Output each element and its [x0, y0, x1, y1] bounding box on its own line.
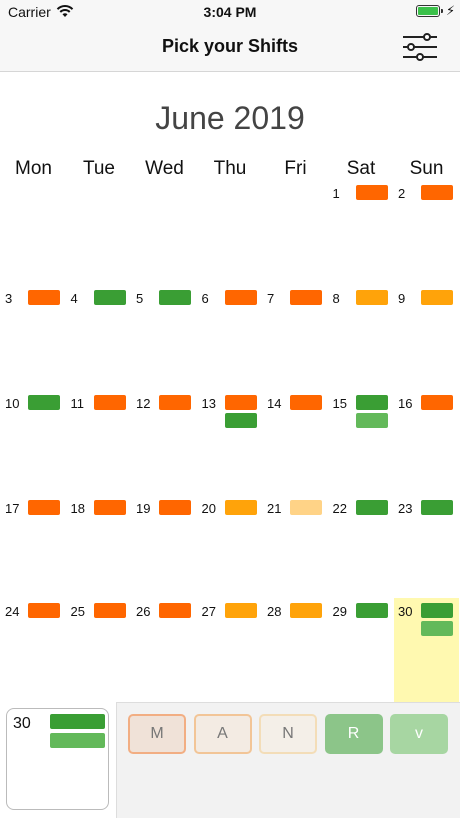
shift-badge-green[interactable] — [28, 395, 60, 410]
shift-badge-green[interactable] — [355, 603, 388, 618]
page-title: Pick your Shifts — [161, 36, 299, 56]
day-number[interactable]: 19 — [136, 501, 151, 516]
carrier-label: Carrier — [8, 4, 51, 20]
day-number[interactable]: 24 — [5, 604, 20, 619]
day-number[interactable]: 20 — [201, 501, 216, 516]
shift-badge-lightgreen[interactable] — [421, 621, 453, 636]
shift-badge-amber[interactable] — [421, 290, 453, 305]
day-number[interactable]: 8 — [332, 291, 340, 306]
shift-type-button-a[interactable]: A — [193, 714, 252, 754]
shift-type-button-r[interactable]: R — [324, 714, 383, 754]
month-title: June 2019 — [155, 100, 305, 136]
detail-shift-green — [50, 714, 105, 729]
shift-badge-orange[interactable] — [421, 185, 453, 200]
shift-badge-orange[interactable] — [28, 290, 60, 305]
day-number[interactable]: 17 — [5, 501, 20, 516]
day-number[interactable]: 1 — [332, 186, 340, 201]
shift-badge-green[interactable] — [159, 290, 191, 305]
status-bar: Carrier 3:04 PM ⚡ — [0, 0, 460, 24]
day-number[interactable]: 9 — [398, 291, 406, 306]
clock: 3:04 PM — [203, 4, 257, 20]
navigation-bar: Pick your Shifts — [0, 24, 460, 72]
shift-badge-orange[interactable] — [224, 290, 257, 305]
shift-badge-orange[interactable] — [159, 500, 191, 515]
shift-badge-orange[interactable] — [28, 500, 60, 515]
shift-badge-green[interactable] — [421, 500, 453, 515]
weekday-tue: Tue — [82, 158, 116, 179]
battery-tip — [441, 9, 443, 13]
shift-badge-orange[interactable] — [421, 395, 453, 410]
shift-badge-green[interactable] — [224, 413, 257, 428]
shift-badge-green[interactable] — [421, 603, 453, 618]
day-number[interactable]: 30 — [398, 604, 413, 619]
weekday-fri: Fri — [284, 158, 307, 179]
weekday-sun: Sun — [409, 158, 444, 179]
day-number[interactable]: 23 — [398, 501, 413, 516]
shift-badge-amber[interactable] — [290, 603, 322, 618]
shift-badge-green[interactable] — [93, 290, 126, 305]
day-number[interactable]: 14 — [267, 396, 282, 411]
shift-badge-orange[interactable] — [224, 395, 257, 410]
day-number[interactable]: 18 — [70, 501, 85, 516]
shift-badge-orange[interactable] — [93, 500, 126, 515]
day-number[interactable]: 29 — [332, 604, 347, 619]
detail-shift-lightgreen — [50, 733, 105, 748]
shift-badge-green[interactable] — [355, 500, 388, 515]
shift-badge-orange[interactable] — [290, 290, 322, 305]
day-number[interactable]: 6 — [201, 291, 209, 306]
battery-icon — [416, 5, 440, 17]
weekday-wed: Wed — [145, 158, 184, 179]
shift-badge-orange[interactable] — [159, 603, 191, 618]
day-number[interactable]: 15 — [332, 396, 347, 411]
charging-icon: ⚡ — [446, 3, 456, 18]
day-number[interactable]: 16 — [398, 396, 413, 411]
day-number[interactable]: 10 — [5, 396, 20, 411]
shift-badge-orange[interactable] — [355, 185, 388, 200]
day-number[interactable]: 11 — [70, 396, 85, 411]
shift-type-button-n[interactable]: N — [259, 714, 317, 754]
shift-badge-lightgreen[interactable] — [355, 413, 388, 428]
weekday-sat: Sat — [346, 158, 376, 179]
shift-badge-orange[interactable] — [93, 603, 126, 618]
day-number[interactable]: 13 — [201, 396, 216, 411]
day-number[interactable]: 27 — [201, 604, 216, 619]
day-number[interactable]: 7 — [267, 291, 275, 306]
selected-day-number: 30 — [13, 715, 31, 732]
sliders-icon[interactable] — [400, 32, 440, 62]
shift-badge-green[interactable] — [355, 395, 388, 410]
day-number[interactable]: 5 — [136, 291, 144, 306]
shift-badge-peach[interactable] — [290, 500, 322, 515]
shift-badge-orange[interactable] — [290, 395, 322, 410]
day-number[interactable]: 21 — [267, 501, 282, 516]
day-number[interactable]: 25 — [70, 604, 85, 619]
day-number[interactable]: 26 — [136, 604, 151, 619]
shift-badge-orange[interactable] — [159, 395, 191, 410]
shift-type-button-m[interactable]: M — [128, 714, 186, 754]
weekday-thu: Thu — [213, 158, 247, 179]
weekday-mon: Mon — [15, 158, 52, 179]
shift-badge-orange[interactable] — [28, 603, 60, 618]
day-number[interactable]: 22 — [332, 501, 347, 516]
shift-badge-orange[interactable] — [93, 395, 126, 410]
day-number[interactable]: 3 — [5, 291, 13, 306]
wifi-icon — [56, 5, 74, 17]
shift-badge-amber[interactable] — [224, 603, 257, 618]
selected-day-card[interactable]: 30 — [6, 708, 109, 810]
day-number[interactable]: 4 — [70, 291, 78, 306]
day-number[interactable]: 2 — [398, 186, 406, 201]
day-number[interactable]: 28 — [267, 604, 282, 619]
shift-badge-amber[interactable] — [224, 500, 257, 515]
day-number[interactable]: 12 — [136, 396, 151, 411]
shift-type-button-v[interactable]: v — [390, 714, 448, 754]
shift-badge-amber[interactable] — [355, 290, 388, 305]
